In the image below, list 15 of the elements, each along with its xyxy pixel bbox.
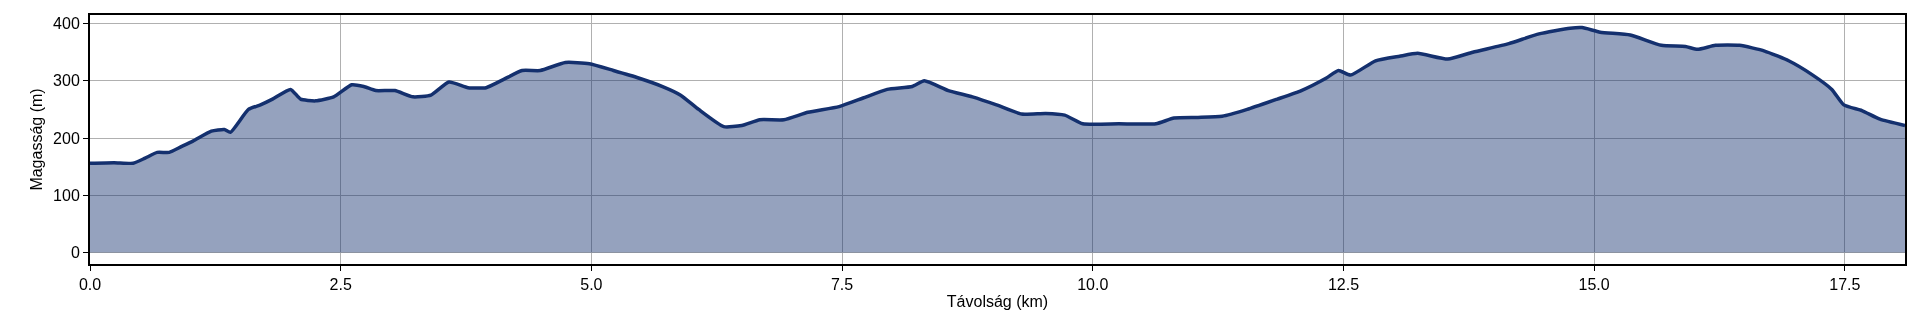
y-tick-label: 200 — [53, 129, 80, 147]
y-axis-title: Magasság (m) — [28, 88, 46, 191]
x-tick-label: 5.0 — [580, 276, 603, 294]
x-tick-label: 7.5 — [830, 276, 854, 294]
x-tick-label: 10.0 — [1077, 276, 1109, 294]
x-tick-label: 0.0 — [78, 276, 102, 294]
x-tick-label: 2.5 — [329, 276, 352, 294]
y-tick-label: 0 — [70, 244, 80, 262]
y-tick-label: 400 — [53, 15, 80, 33]
y-tick-label: 300 — [53, 72, 80, 90]
x-axis-title: Távolság (km) — [946, 293, 1049, 311]
x-tick-label: 12.5 — [1327, 276, 1360, 294]
y-tick-label: 100 — [53, 186, 80, 204]
x-tick-label: 15.0 — [1578, 276, 1610, 294]
x-tick-label: 17.5 — [1829, 276, 1861, 294]
